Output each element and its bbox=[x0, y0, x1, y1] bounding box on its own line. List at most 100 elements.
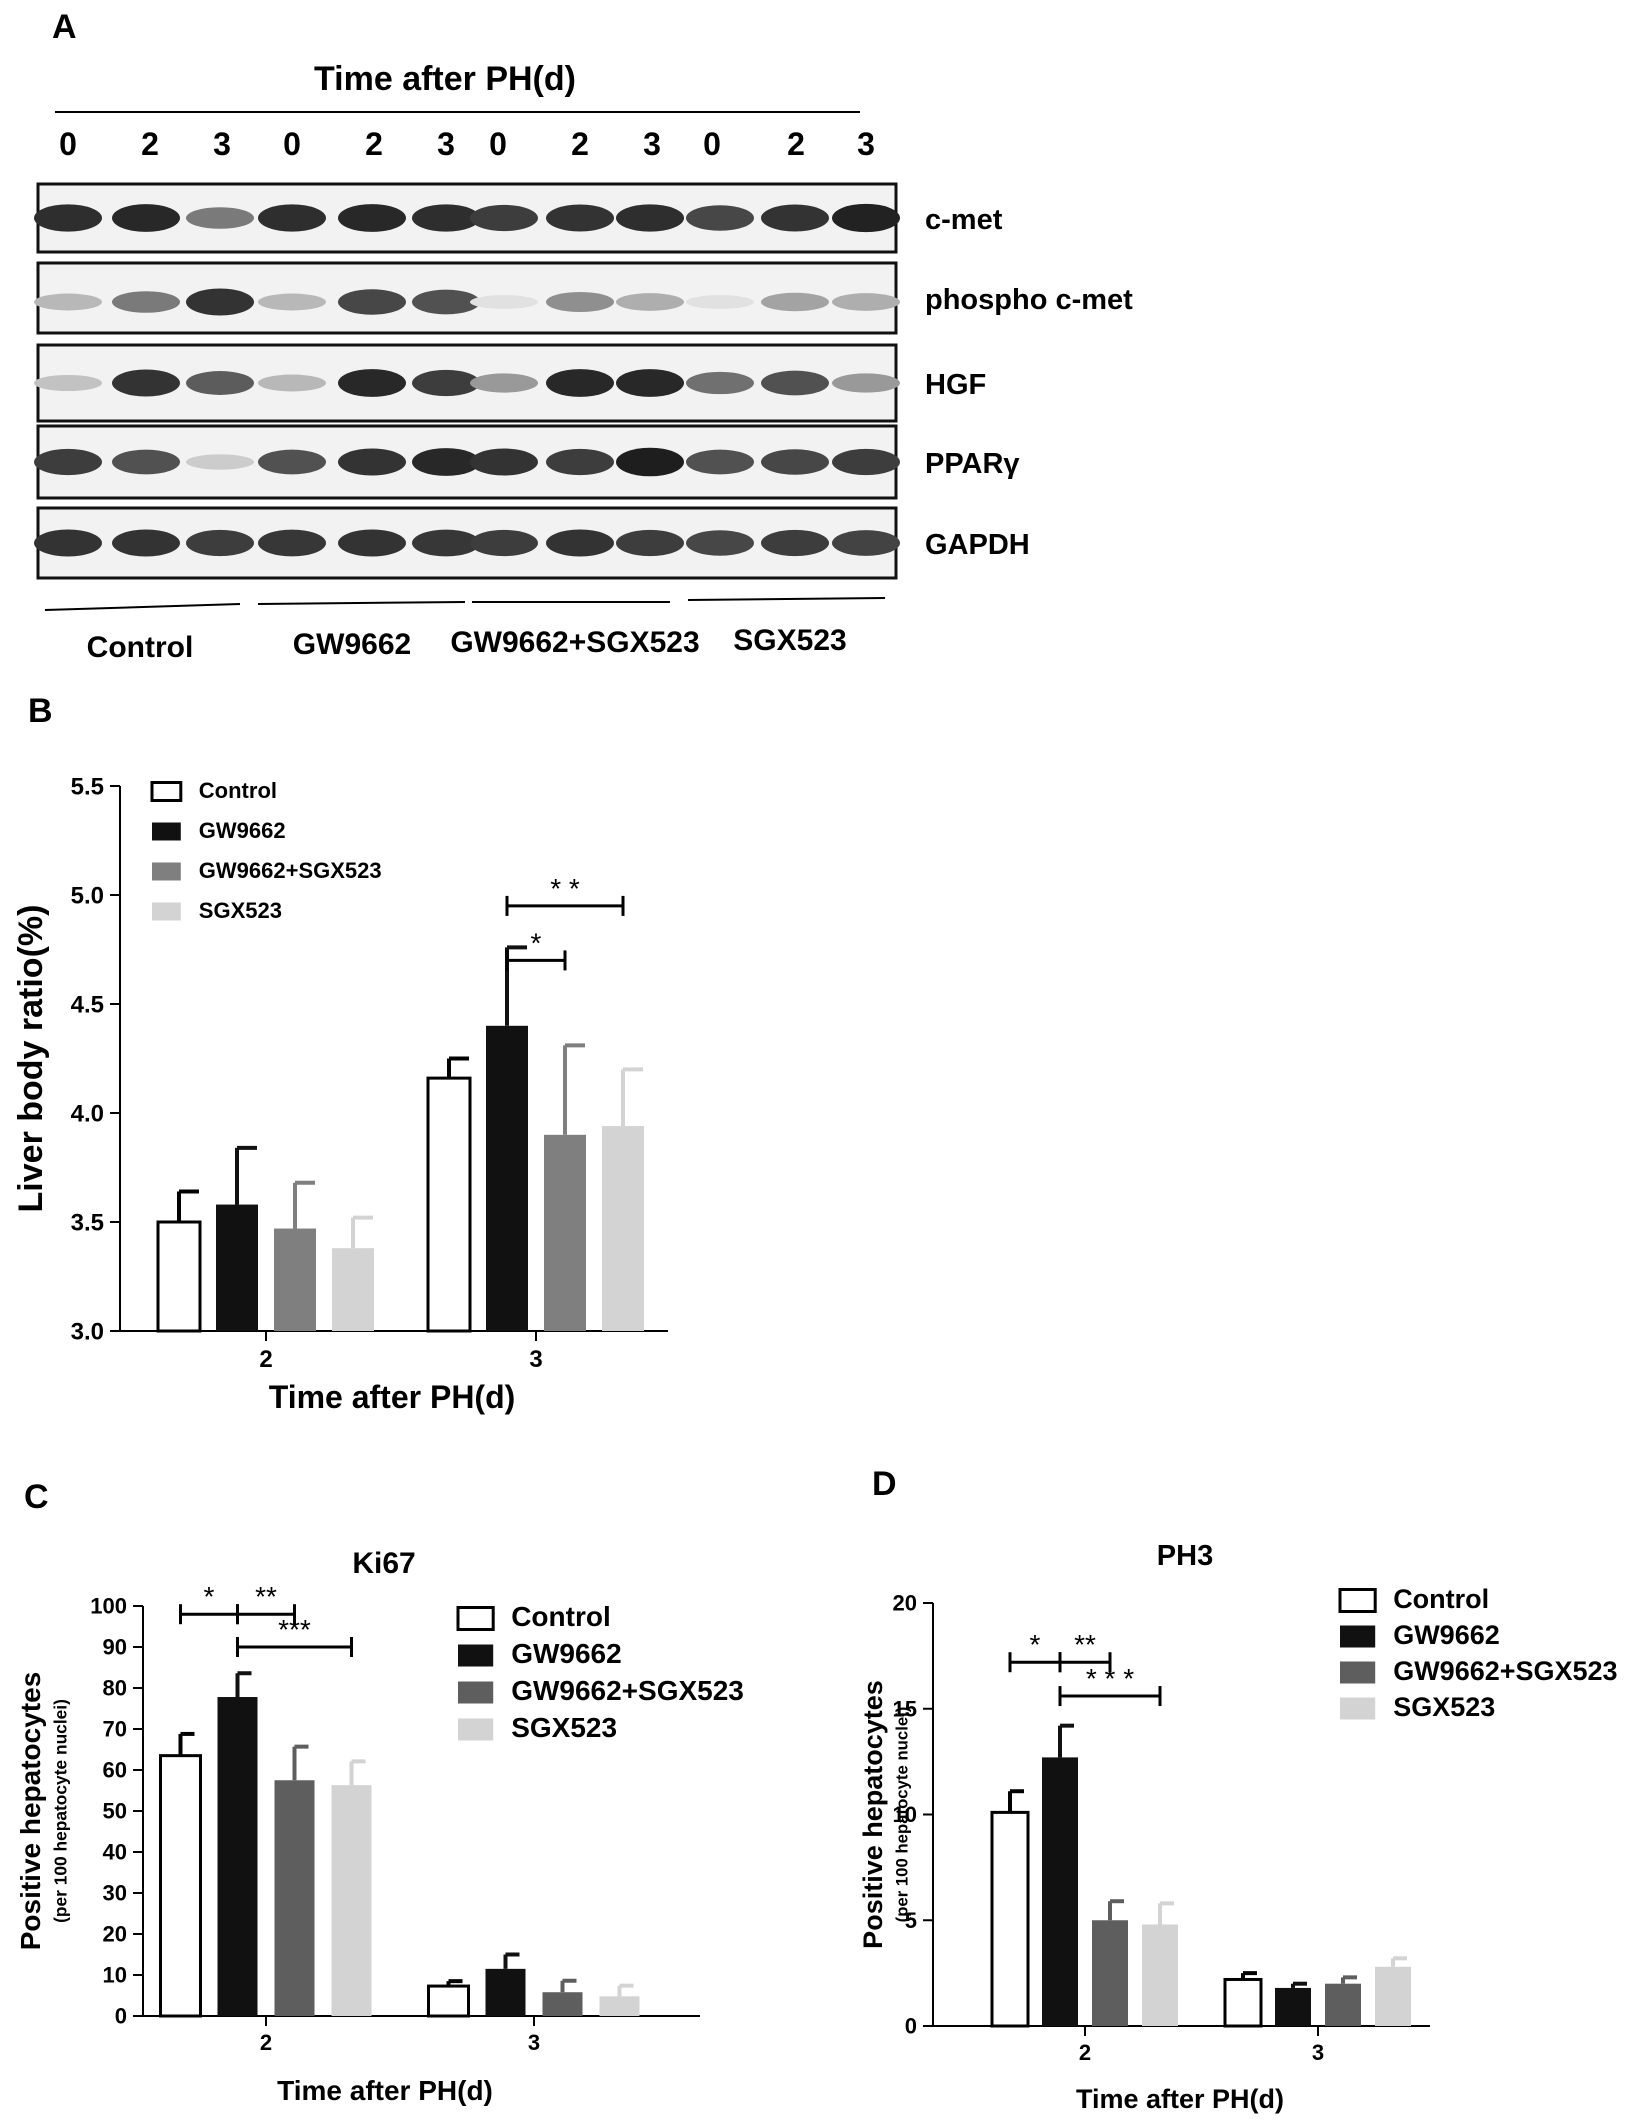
y-tick-label: 3.0 bbox=[71, 1318, 104, 1345]
y-tick-label: 10 bbox=[103, 1963, 127, 1988]
blot-band bbox=[686, 205, 754, 231]
legend-swatch bbox=[1340, 1697, 1376, 1720]
x-axis-label: Time after PH(d) bbox=[1076, 2084, 1284, 2114]
bar-sgx523-2 bbox=[1142, 1924, 1178, 2026]
y-tick-label: 10 bbox=[893, 1802, 917, 1827]
legend-swatch bbox=[458, 1644, 494, 1667]
chart-c-ki67: Ki67 0 10 20 30 40 50 60 70 80 90 100 Positive hepat… bbox=[15, 1547, 744, 2106]
y-tick-label: 50 bbox=[103, 1799, 127, 1824]
blot-band bbox=[832, 293, 900, 311]
lane-label: 2 bbox=[141, 126, 159, 162]
y-tick-label: 0 bbox=[905, 2014, 917, 2039]
legend-label: GW9662 bbox=[1393, 1620, 1500, 1650]
blot-strips: c-met phospho c-met HGF PPARγ GAPDH bbox=[34, 182, 1133, 580]
legend-swatch bbox=[1340, 1625, 1376, 1648]
bar-control-2 bbox=[990, 1810, 1030, 2028]
legend-swatch bbox=[1338, 1588, 1377, 1613]
x-axis-label: Time after PH(d) bbox=[277, 2075, 493, 2106]
blot-band bbox=[616, 204, 684, 232]
y-tick-label: 30 bbox=[103, 1881, 127, 1906]
group-underline bbox=[44, 603, 241, 611]
y-axis-sublabel: (per 100 hepatocyte nuclei) bbox=[51, 1699, 71, 1923]
blot-time-header: Time after PH(d) bbox=[314, 60, 576, 98]
blot-band bbox=[470, 529, 538, 557]
blot-band bbox=[686, 371, 754, 395]
bar-gw9662-3 bbox=[485, 1968, 526, 2016]
x-tick-label: 3 bbox=[528, 2030, 540, 2055]
blot-protein-label: HGF bbox=[925, 369, 986, 401]
lane-label: 0 bbox=[489, 126, 507, 162]
blot-protein-label: c-met bbox=[925, 204, 1003, 236]
blot-band bbox=[34, 448, 102, 476]
y-tick-label: 4.5 bbox=[71, 991, 104, 1018]
blot-band bbox=[186, 454, 254, 470]
blot-group-label: GW9662+SGX523 bbox=[450, 626, 699, 659]
y-tick-label: 20 bbox=[893, 1591, 917, 1616]
y-tick-label: 20 bbox=[103, 1922, 127, 1947]
y-tick-label: 40 bbox=[103, 1840, 127, 1865]
y-tick-label: 3.5 bbox=[71, 1209, 104, 1236]
bar-control-2 bbox=[156, 1220, 202, 1333]
bar-control-2 bbox=[159, 1754, 202, 2018]
significance-label: ** bbox=[1074, 1629, 1096, 1660]
blot-protein-label: PPARγ bbox=[925, 448, 1020, 480]
blot-band bbox=[112, 369, 180, 397]
bar-gw9662-2 bbox=[216, 1204, 258, 1331]
y-tick-label: 60 bbox=[103, 1758, 127, 1783]
blot-band bbox=[34, 204, 102, 232]
blot-group-label: GW9662 bbox=[293, 628, 411, 661]
legend-swatch bbox=[456, 1606, 495, 1631]
blot-band bbox=[546, 448, 614, 476]
significance-label: * bbox=[204, 1581, 215, 1612]
bar-gw9662-2 bbox=[1042, 1757, 1078, 2026]
lane-label: 0 bbox=[703, 126, 721, 162]
significance-label: ** bbox=[255, 1581, 277, 1612]
panel-c-letter: C bbox=[24, 1478, 49, 1516]
group-underline bbox=[687, 597, 886, 601]
blot-band bbox=[258, 204, 326, 232]
blot-band bbox=[186, 207, 254, 229]
blot-band bbox=[338, 369, 406, 397]
blot-band bbox=[412, 529, 480, 557]
blot-band bbox=[832, 373, 900, 393]
y-tick-label: 5.5 bbox=[71, 773, 104, 800]
blot-band bbox=[470, 295, 538, 309]
blot-band bbox=[338, 204, 406, 232]
significance-label: * * bbox=[550, 873, 580, 904]
blot-band bbox=[470, 373, 538, 393]
significance-label: * bbox=[1030, 1629, 1041, 1660]
blot-band bbox=[412, 289, 480, 315]
legend-label: Control bbox=[199, 778, 277, 803]
blot-band bbox=[546, 204, 614, 232]
lane-label: 3 bbox=[857, 126, 875, 162]
blot-band bbox=[616, 369, 684, 397]
bar-sgx523-3 bbox=[602, 1126, 644, 1331]
chart-b-liver-body-ratio: 3.0 3.5 4.0 4.5 5.0 5.5 Liver body ratio(%) 2 3 *… bbox=[12, 773, 668, 1415]
bar-sgx523-3 bbox=[599, 1996, 640, 2016]
blot-band bbox=[546, 291, 614, 313]
bar-control-3 bbox=[426, 1076, 472, 1333]
y-tick-label: 5 bbox=[905, 1908, 917, 1933]
legend-swatch bbox=[152, 902, 181, 921]
blot-band bbox=[112, 449, 180, 475]
significance-label: *** bbox=[278, 1614, 311, 1645]
x-tick-label: 2 bbox=[259, 1346, 272, 1373]
legend-swatch bbox=[1340, 1661, 1376, 1684]
bar-gw9662-sgx523-3 bbox=[1325, 1983, 1361, 2026]
x-axis-label: Time after PH(d) bbox=[269, 1379, 516, 1415]
lane-label: 2 bbox=[365, 126, 383, 162]
blot-band bbox=[686, 295, 754, 309]
legend-swatch bbox=[458, 1718, 494, 1741]
blot-band bbox=[258, 374, 326, 392]
blot-band bbox=[761, 449, 829, 475]
blot-band bbox=[112, 291, 180, 313]
blot-band bbox=[34, 293, 102, 311]
group-underline bbox=[257, 601, 466, 605]
blot-band bbox=[112, 529, 180, 557]
y-tick-label: 70 bbox=[103, 1717, 127, 1742]
blot-band bbox=[832, 530, 900, 556]
blot-protein-label: GAPDH bbox=[925, 529, 1030, 561]
legend-label: GW9662 bbox=[199, 818, 286, 843]
